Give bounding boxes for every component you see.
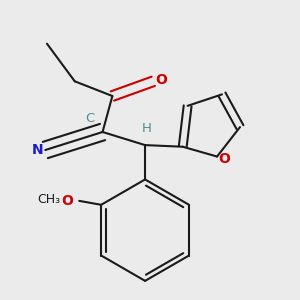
Text: H: H <box>142 122 152 135</box>
Text: CH₃: CH₃ <box>37 193 60 206</box>
Text: N: N <box>31 143 43 157</box>
Text: C: C <box>85 112 94 125</box>
Text: O: O <box>218 152 230 166</box>
Text: O: O <box>155 73 167 87</box>
Text: O: O <box>61 194 74 208</box>
